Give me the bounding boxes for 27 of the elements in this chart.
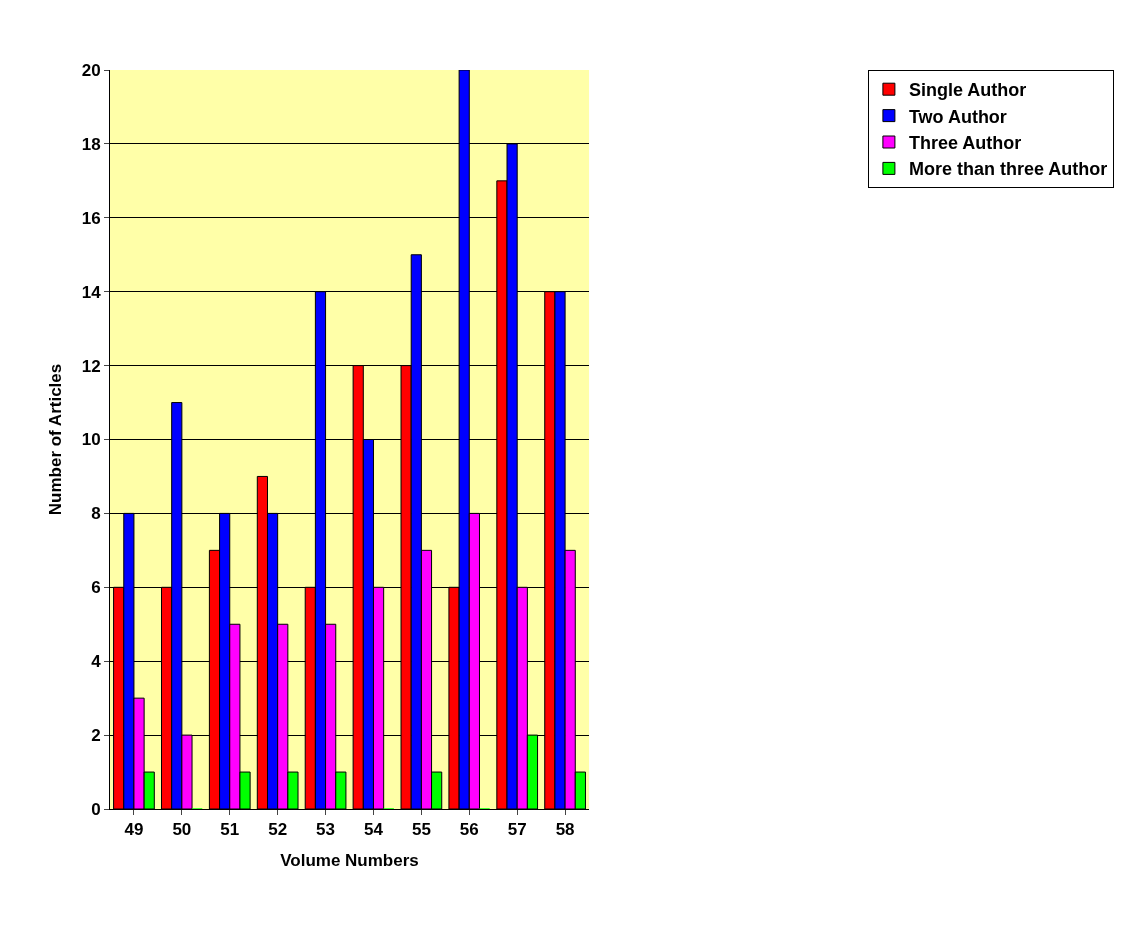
- x-tick-label: 50: [172, 820, 192, 840]
- x-tick-label: 49: [124, 820, 144, 840]
- legend-label: Single Author: [908, 80, 1027, 101]
- y-tick-label: 2: [91, 726, 101, 746]
- legend-label: Three Author: [908, 133, 1022, 154]
- x-tick-label: 51: [220, 820, 240, 840]
- x-axis-title: Volume Numbers: [280, 850, 419, 870]
- x-tick-label: 53: [316, 820, 336, 840]
- y-tick-label: 6: [91, 578, 101, 598]
- y-axis-title: Number of Articles: [46, 363, 66, 516]
- x-tick-label: 57: [507, 820, 527, 840]
- x-tick-label: 52: [268, 820, 288, 840]
- y-tick-label: 16: [81, 208, 101, 228]
- y-tick-label: 8: [91, 504, 101, 524]
- x-tick-label: 56: [459, 820, 479, 840]
- legend-label: Two Author: [908, 106, 1007, 127]
- y-tick-label: 18: [81, 134, 101, 154]
- y-tick-label: 20: [81, 60, 101, 80]
- y-tick-label: 10: [81, 430, 101, 450]
- legend-label: More than three Author: [908, 159, 1108, 180]
- x-tick-label: 54: [364, 820, 384, 840]
- y-tick-label: 12: [81, 356, 101, 376]
- y-tick-label: 4: [91, 652, 102, 672]
- y-tick-label: 0: [91, 799, 101, 819]
- y-tick-label: 14: [81, 282, 102, 302]
- x-tick-label: 58: [555, 820, 575, 840]
- x-tick-label: 55: [411, 820, 431, 840]
